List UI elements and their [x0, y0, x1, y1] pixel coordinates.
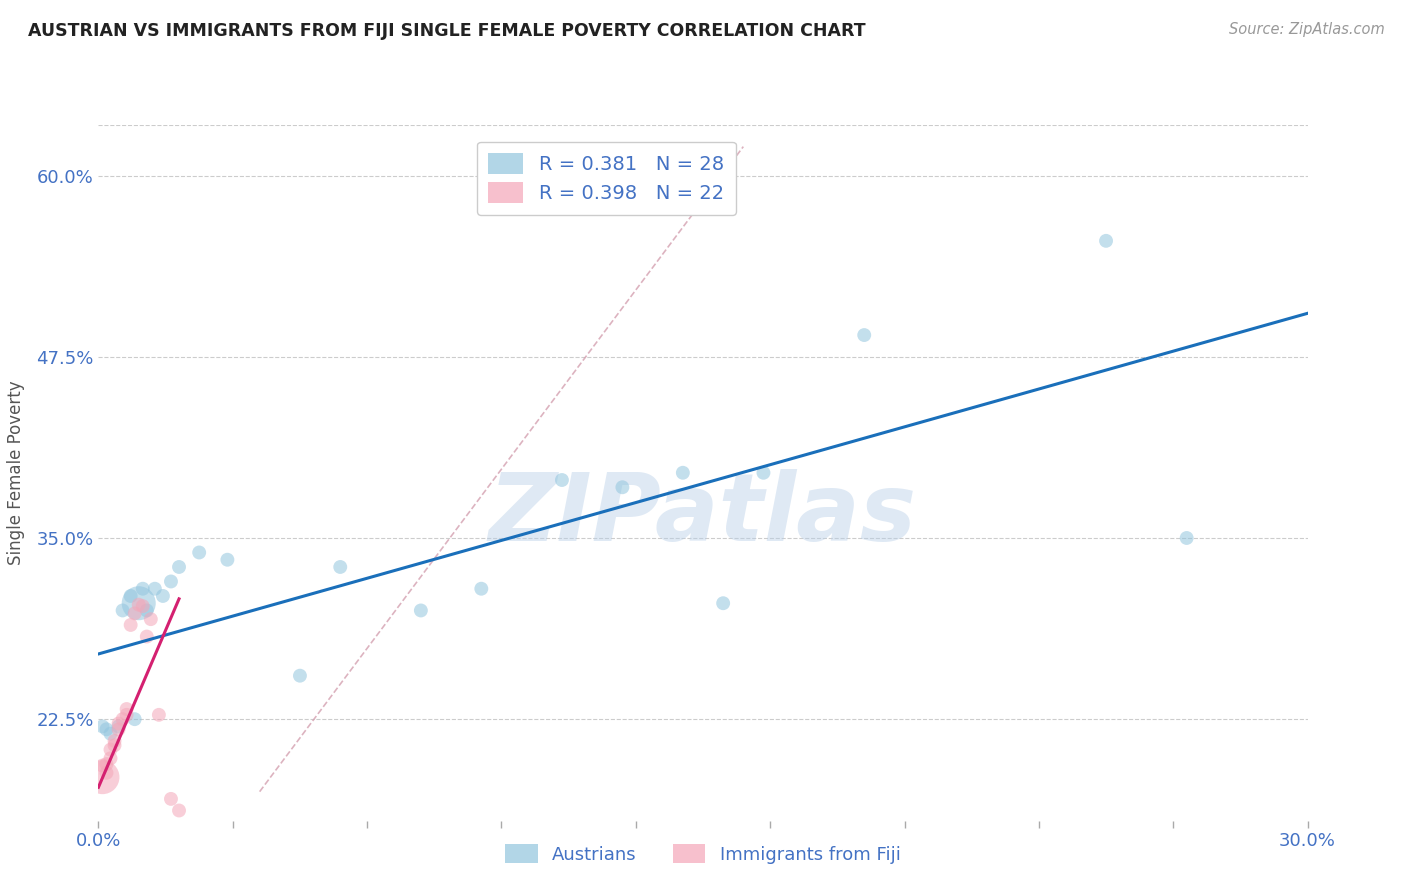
Point — [128, 598, 150, 612]
Point — [111, 603, 134, 617]
Point — [115, 707, 138, 722]
Point — [143, 582, 166, 596]
Point — [91, 719, 114, 733]
Point — [1175, 531, 1198, 545]
Point — [100, 742, 122, 756]
Point — [1095, 234, 1118, 248]
Point — [711, 596, 734, 610]
Point — [612, 480, 634, 494]
Point — [167, 804, 190, 818]
Point — [188, 545, 211, 559]
Point — [167, 560, 190, 574]
Point — [124, 607, 146, 621]
Point — [135, 630, 157, 644]
Point — [148, 707, 170, 722]
Point — [551, 473, 574, 487]
Point — [160, 574, 183, 589]
Point — [103, 734, 125, 748]
Point — [128, 596, 150, 610]
Point — [120, 618, 142, 632]
Point — [288, 669, 311, 683]
Point — [103, 739, 125, 753]
Text: Source: ZipAtlas.com: Source: ZipAtlas.com — [1229, 22, 1385, 37]
Point — [853, 328, 876, 343]
Point — [96, 757, 118, 772]
Point — [409, 603, 432, 617]
Point — [96, 765, 118, 780]
Point — [100, 726, 122, 740]
Point — [139, 612, 162, 626]
Point — [132, 599, 155, 614]
Point — [132, 582, 155, 596]
Point — [124, 712, 146, 726]
Point — [100, 751, 122, 765]
Point — [152, 589, 174, 603]
Point — [91, 758, 114, 772]
Point — [672, 466, 695, 480]
Point — [160, 792, 183, 806]
Point — [329, 560, 352, 574]
Text: ZIPatlas: ZIPatlas — [489, 468, 917, 560]
Point — [115, 702, 138, 716]
Point — [470, 582, 492, 596]
Point — [107, 719, 129, 733]
Point — [107, 723, 129, 737]
Point — [96, 723, 118, 737]
Text: AUSTRIAN VS IMMIGRANTS FROM FIJI SINGLE FEMALE POVERTY CORRELATION CHART: AUSTRIAN VS IMMIGRANTS FROM FIJI SINGLE … — [28, 22, 866, 40]
Point — [120, 589, 142, 603]
Point — [752, 466, 775, 480]
Point — [107, 716, 129, 731]
Y-axis label: Single Female Poverty: Single Female Poverty — [7, 381, 25, 565]
Legend: Austrians, Immigrants from Fiji: Austrians, Immigrants from Fiji — [498, 837, 908, 871]
Point — [111, 712, 134, 726]
Point — [217, 552, 239, 567]
Point — [135, 603, 157, 617]
Point — [91, 770, 114, 784]
